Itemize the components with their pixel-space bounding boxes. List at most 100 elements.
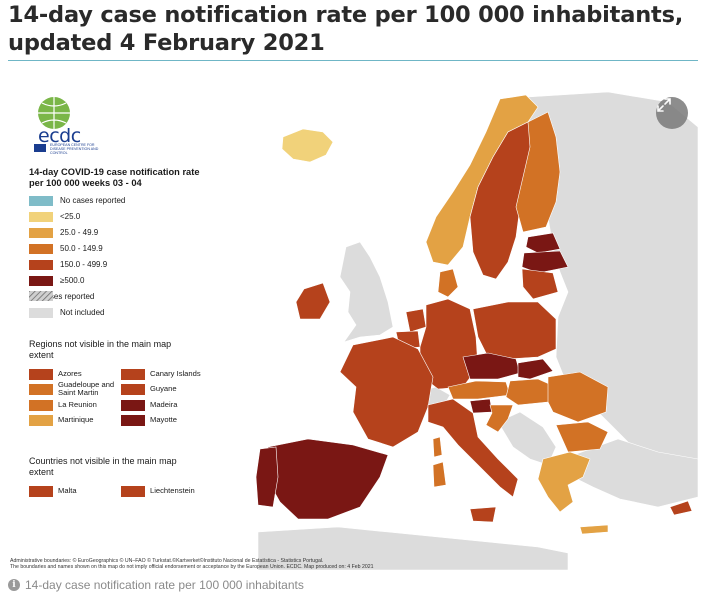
country-label: Malta [58,486,77,495]
region-item: Mayotte [121,414,201,426]
region-label: Guadeloupe and Saint Martin [58,380,115,397]
map-legend: ecdc EUROPEAN CENTRE FOR DISEASE PREVENT… [18,87,201,557]
country-lithuania[interactable] [521,268,559,300]
region-swatch [29,383,53,395]
legend-item: 25.0 - 49.9 [29,227,98,238]
region-label: La Reunion [58,400,97,409]
country-finland[interactable] [515,111,561,233]
countries-title: Countries not visible in the main map ex… [29,456,177,477]
legend-label: 25.0 - 49.9 [60,228,99,237]
region-item: Canary Islands [121,368,201,380]
region-swatch [29,368,53,380]
logo-subtext: EUROPEAN CENTRE FOR DISEASE PREVENTION A… [50,143,99,155]
credit-line-2: The boundaries and names shown on this m… [10,564,374,570]
country-slovakia[interactable] [517,358,554,380]
logo-text: ecdc [38,125,81,147]
legend-swatch-hatched [29,291,53,301]
country-bulgaria[interactable] [555,421,609,453]
map-credits: Administrative boundaries: © EuroGeograp… [10,558,490,570]
legend-swatch [29,259,53,270]
legend-item: ≥500.0 [29,275,84,286]
region-swatch [29,414,53,426]
non-eu-land-balkans [497,411,557,466]
non-eu-land-south [567,438,698,508]
region-label: Azores [58,369,82,378]
legend-label: <25.0 [60,212,81,221]
map-panel[interactable]: ecdc EUROPEAN CENTRE FOR DISEASE PREVENT… [8,87,698,570]
expand-button[interactable] [656,97,688,129]
country-sicily[interactable] [469,506,497,523]
country-swatch [29,485,53,497]
country-italy[interactable] [427,398,519,498]
country-swatch [121,485,145,497]
figure-caption: i 14-day case notification rate per 100 … [8,578,304,592]
country-estonia[interactable] [525,232,561,254]
region-label: Madeira [150,400,178,409]
country-france[interactable] [339,336,434,448]
legend-item: 50.0 - 149.9 [29,243,103,254]
region-swatch [121,383,145,395]
legend-item: 150.0 - 499.9 [29,259,107,270]
non-eu-land-africa [257,526,569,570]
legend-swatch [29,275,53,286]
legend-label: No cases reported [29,292,95,301]
country-netherlands[interactable] [405,308,427,333]
country-iceland[interactable] [281,128,334,163]
country-poland[interactable] [472,301,557,360]
legend-label: ≥500.0 [60,276,85,285]
legend-swatch [29,211,53,222]
region-item: Martinique [29,414,124,426]
region-item: Madeira [121,399,201,411]
legend-label: No cases reported [60,196,126,205]
info-icon[interactable]: i [8,579,20,591]
legend-swatch [29,307,53,318]
country-greece[interactable] [537,451,591,513]
legend-label: Not included [60,308,105,317]
country-norway[interactable] [425,94,539,266]
country-ireland[interactable] [295,282,331,320]
legend-item: No cases reported [29,291,94,302]
country-slovenia[interactable] [469,398,493,414]
legend-label: 150.0 - 499.9 [60,260,108,269]
region-label: Canary Islands [150,369,201,378]
region-label: Mayotte [150,415,178,424]
country-corsica[interactable] [432,436,443,458]
caption-text: 14-day case notification rate per 100 00… [25,578,304,592]
country-sardinia[interactable] [432,461,447,488]
country-item: Liechtenstein [121,485,211,497]
region-swatch [121,399,145,411]
legend-swatch [29,227,53,238]
page-title: 14-day case notification rate per 100 00… [8,2,684,56]
region-item: La Reunion [29,399,124,411]
country-crete[interactable] [579,524,609,535]
europe-map[interactable] [8,87,698,570]
legend-label: 50.0 - 149.9 [60,244,103,253]
expand-icon [657,98,671,112]
legend-item: <25.0 [29,211,80,222]
country-romania[interactable] [547,371,609,423]
region-item: Guyane [121,383,201,395]
region-label: Martinique [58,415,94,424]
region-swatch [29,399,53,411]
country-latvia[interactable] [521,250,569,274]
country-item: Malta [29,485,124,497]
region-label: Guyane [150,384,177,393]
title-divider [8,60,698,61]
non-eu-land-uk [339,241,394,343]
region-swatch [121,368,145,380]
legend-item: Not included [29,307,104,318]
legend-title: 14-day COVID-19 case notification rate p… [29,167,200,188]
country-label: Liechtenstein [150,486,195,495]
legend-swatch [29,243,53,254]
ecdc-globe-icon [34,97,70,152]
country-cyprus[interactable] [669,500,693,516]
country-spain[interactable] [265,438,389,520]
regions-title: Regions not visible in the main map exte… [29,339,172,360]
legend-item: No cases reported [29,195,125,206]
credit-line-1: Administrative boundaries: © EuroGeograp… [10,558,324,564]
country-croatia[interactable] [485,404,514,433]
region-swatch [121,414,145,426]
country-denmark[interactable] [437,268,459,298]
country-portugal[interactable] [255,446,279,508]
legend-swatch [29,195,53,206]
